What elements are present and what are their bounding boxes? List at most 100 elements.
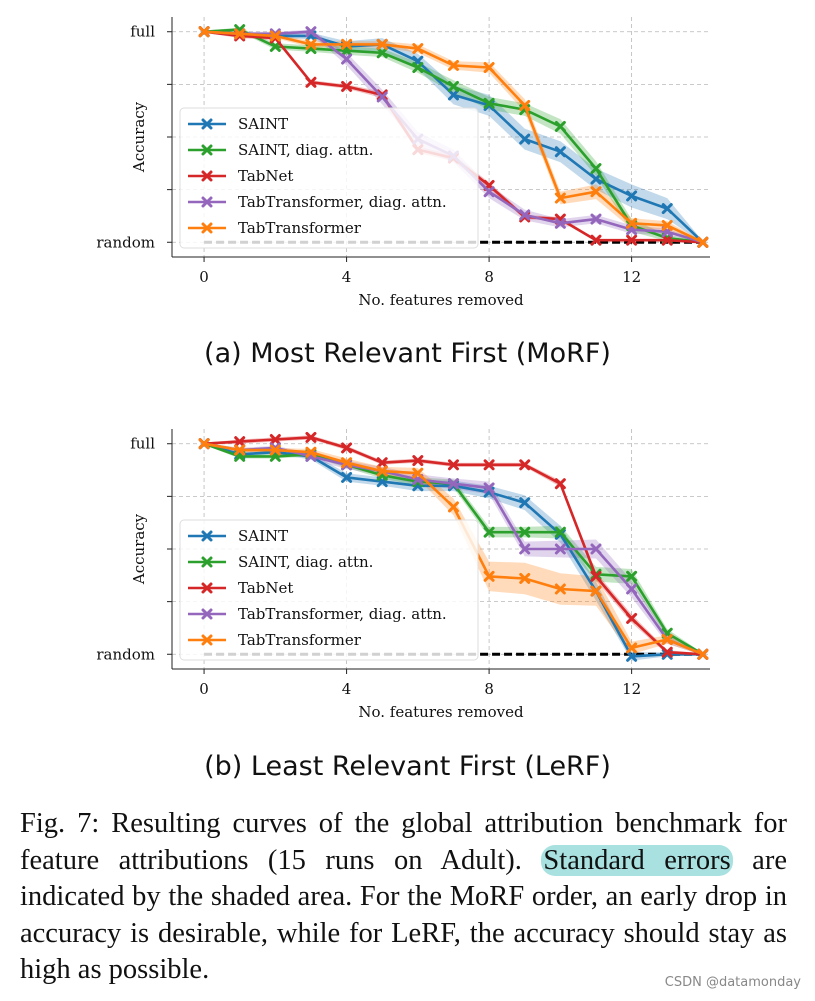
data-point-marker: [626, 583, 638, 595]
data-point-marker: [519, 209, 531, 221]
data-point-marker: [590, 186, 602, 198]
legend-marker: [201, 582, 213, 594]
legend-entry-label: TabTransformer, diag. attn.: [238, 605, 447, 623]
data-point-marker: [661, 219, 673, 231]
data-point-marker: [447, 89, 459, 101]
legend-marker: [201, 196, 213, 208]
data-point-marker: [447, 80, 459, 92]
data-point-marker: [483, 186, 495, 198]
data-point-marker: [305, 446, 317, 458]
data-point-marker: [376, 38, 388, 50]
data-point-marker: [554, 583, 566, 595]
x-tick-label: 8: [484, 268, 494, 286]
data-point-marker: [519, 572, 531, 584]
caption-label: Fig. 7:: [20, 808, 100, 839]
data-point-marker: [376, 91, 388, 103]
data-point-marker: [234, 28, 246, 40]
data-point-marker: [519, 526, 531, 538]
data-point-marker: [626, 612, 638, 624]
data-point-marker: [234, 436, 246, 448]
data-point-marker: [412, 455, 424, 467]
legend-entry-label: SAINT, diag. attn.: [238, 141, 373, 159]
data-point-marker: [341, 442, 353, 454]
morf-chart: 0 4 8 12 random full No. features removed Accur…: [96, 17, 710, 309]
data-point-marker: [626, 217, 638, 229]
data-point-marker: [483, 62, 495, 74]
legend-entry-label: TabTransformer: [238, 219, 362, 237]
data-point-marker: [590, 585, 602, 597]
data-point-marker: [519, 99, 531, 111]
morf-subcaption: (a) Most Relevant First (MoRF): [204, 338, 611, 369]
data-point-marker: [305, 76, 317, 88]
data-point-marker: [519, 133, 531, 145]
legend-marker: [201, 634, 213, 646]
legend: SAINT SAINT, diag. attn. TabNet TabTransfor…: [179, 107, 479, 249]
y-tick-label: random: [96, 233, 155, 251]
legend-box: [179, 107, 479, 249]
error-band-4: [204, 442, 703, 656]
caption-text-before: Resulting curves of the global attributi…: [20, 808, 787, 876]
data-point-marker: [447, 59, 459, 71]
legend-marker: [201, 556, 213, 568]
data-point-marker: [198, 438, 210, 450]
data-point-marker: [341, 80, 353, 92]
data-point-marker: [626, 650, 638, 662]
data-point-marker: [305, 431, 317, 443]
y-tick-label: random: [96, 645, 155, 663]
data-point-marker: [554, 526, 566, 538]
data-point-marker: [661, 634, 673, 646]
x-tick-label: 4: [342, 680, 352, 698]
data-point-marker: [590, 570, 602, 582]
data-point-marker: [554, 146, 566, 158]
legend-entry-label: SAINT: [238, 115, 288, 133]
legend-marker: [201, 118, 213, 130]
data-point-marker: [447, 501, 459, 513]
data-point-marker: [269, 30, 281, 42]
data-point-marker: [554, 192, 566, 204]
data-point-marker: [590, 234, 602, 246]
data-point-marker: [412, 43, 424, 55]
data-point-marker: [483, 526, 495, 538]
x-tick-label: 12: [622, 268, 641, 286]
data-point-marker: [412, 467, 424, 479]
watermark: CSDN @datamonday: [664, 975, 801, 990]
legend-entry-label: TabNet: [238, 167, 293, 185]
data-point-marker: [305, 38, 317, 50]
data-point-marker: [341, 53, 353, 65]
data-point-marker: [626, 234, 638, 246]
data-point-marker: [483, 459, 495, 471]
x-tick-label: 8: [484, 680, 494, 698]
data-point-marker: [483, 97, 495, 109]
y-axis-label: Accuracy: [130, 101, 148, 173]
data-point-marker: [626, 642, 638, 654]
data-point-marker: [341, 471, 353, 483]
data-point-marker: [341, 457, 353, 469]
data-point-marker: [376, 457, 388, 469]
data-point-marker: [376, 465, 388, 477]
data-point-marker: [519, 543, 531, 555]
data-point-marker: [269, 40, 281, 52]
data-point-marker: [590, 213, 602, 225]
data-point-marker: [483, 570, 495, 582]
legend-box: [179, 519, 479, 661]
y-tick-label: full: [130, 23, 155, 41]
data-point-marker: [234, 444, 246, 456]
data-point-marker: [554, 478, 566, 490]
data-point-marker: [412, 62, 424, 74]
legend: SAINT SAINT, diag. attn. TabNet TabTransfor…: [179, 519, 479, 661]
x-axis-label: No. features removed: [358, 291, 524, 309]
data-point-marker: [661, 234, 673, 246]
legend-marker: [201, 608, 213, 620]
legend-marker: [201, 530, 213, 542]
y-axis-label: Accuracy: [130, 513, 148, 585]
data-point-marker: [626, 190, 638, 202]
data-point-marker: [554, 543, 566, 555]
data-point-marker: [269, 434, 281, 446]
data-point-marker: [697, 648, 709, 660]
data-point-marker: [697, 236, 709, 248]
data-point-marker: [554, 120, 566, 132]
data-point-marker: [447, 478, 459, 490]
data-point-marker: [590, 163, 602, 175]
data-point-marker: [198, 26, 210, 38]
